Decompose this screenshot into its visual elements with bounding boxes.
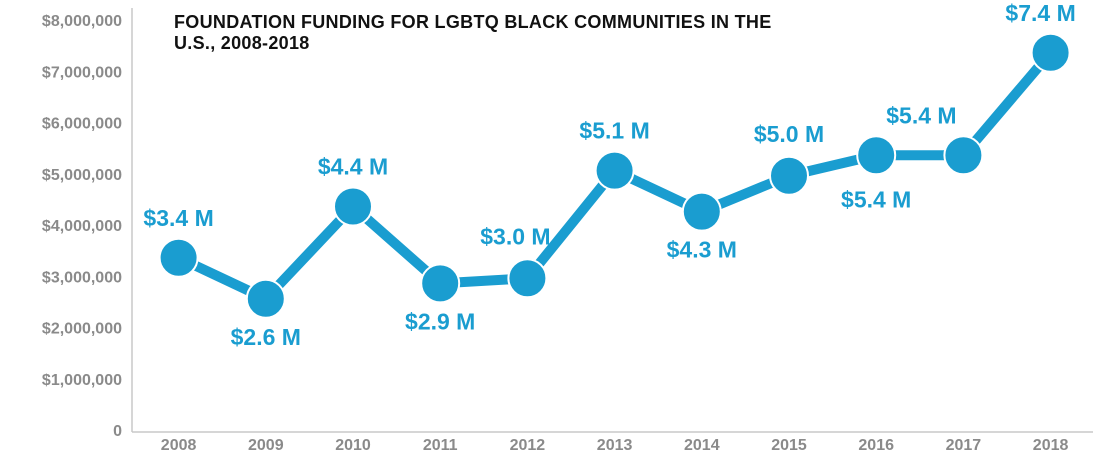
point	[594, 150, 635, 191]
value-label: $4.4 M	[318, 154, 388, 180]
y-tick-label: $1,000,000	[42, 372, 122, 389]
x-tick-label: 2017	[946, 437, 982, 454]
x-tick-label: 2009	[248, 437, 284, 454]
y-tick-label: $4,000,000	[42, 218, 122, 235]
value-label: $5.1 M	[579, 118, 649, 144]
point	[1030, 32, 1071, 73]
point	[420, 263, 461, 304]
y-tick-label: $5,000,000	[42, 167, 122, 184]
value-label: $5.4 M	[886, 102, 956, 128]
point	[681, 191, 722, 232]
point	[507, 258, 548, 299]
x-tick-label: 2014	[684, 437, 720, 454]
x-tick-label: 2011	[423, 437, 458, 454]
value-label: $2.9 M	[405, 308, 475, 334]
y-tick-label: $2,000,000	[42, 321, 122, 338]
value-label: $4.3 M	[667, 237, 737, 263]
value-label: $5.0 M	[754, 121, 824, 147]
x-tick-label: 2013	[597, 437, 633, 454]
x-tick-label: 2015	[771, 437, 807, 454]
x-tick-label: 2008	[161, 437, 197, 454]
point	[333, 186, 373, 227]
y-tick-label: $7,000,000	[42, 64, 122, 81]
point	[245, 278, 286, 319]
y-tick-label: 0	[113, 423, 122, 440]
y-tick-label: $3,000,000	[42, 269, 122, 286]
value-label: $3.0 M	[480, 223, 550, 249]
point	[856, 135, 897, 176]
chart-title: FOUNDATION FUNDING FOR LGBTQ BLACK COMMU…	[174, 12, 772, 53]
x-tick-label: 2016	[858, 437, 894, 454]
value-label: $5.4 M	[841, 186, 911, 212]
point	[943, 135, 984, 176]
point	[158, 237, 199, 278]
y-tick-label: $6,000,000	[42, 116, 122, 133]
value-label: $7.4 M	[1005, 0, 1075, 26]
y-tick-label: $8,000,000	[42, 13, 122, 30]
x-tick-label: 2018	[1033, 437, 1069, 454]
point	[769, 155, 809, 196]
x-tick-label: 2010	[335, 437, 371, 454]
value-label: $2.6 M	[231, 324, 301, 350]
x-tick-label: 2012	[510, 437, 546, 454]
value-label: $3.4 M	[143, 205, 213, 231]
